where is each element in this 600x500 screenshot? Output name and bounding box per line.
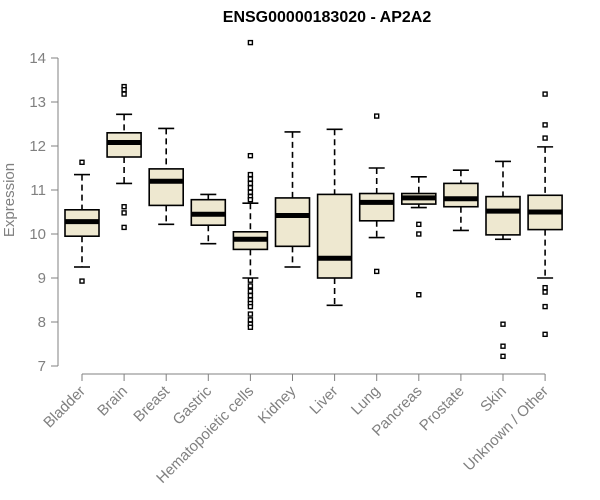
box-pancreas <box>400 176 437 298</box>
outlier-point <box>542 135 548 141</box>
iqr-box <box>358 192 395 222</box>
outlier-point <box>542 91 548 97</box>
outlier-point <box>247 303 254 310</box>
box-bladder <box>64 159 100 284</box>
outlier-point <box>416 292 422 298</box>
outlier-point <box>374 268 380 275</box>
outlier-point <box>247 180 254 187</box>
outlier-point <box>121 224 127 231</box>
x-tick-label: Kidney <box>255 382 300 427</box>
outlier-point <box>542 122 548 128</box>
outlier-point <box>500 353 506 360</box>
iqr-box <box>443 182 479 208</box>
x-tick-label: Breast <box>130 382 173 425</box>
x-tick-label: Lung <box>348 383 384 419</box>
x-tick-label: Brain <box>94 383 131 420</box>
outlier-point <box>542 289 548 295</box>
outlier-point <box>121 210 127 216</box>
x-tick-label: Skin <box>477 383 510 416</box>
outlier-point <box>500 343 506 349</box>
box-skin <box>485 160 521 360</box>
outlier-point <box>374 113 380 119</box>
x-tick-label: Prostate <box>416 383 468 435</box>
iqr-box <box>148 168 184 207</box>
box-kidney <box>274 131 311 268</box>
outlier-point <box>247 324 254 330</box>
outlier-point <box>247 185 254 191</box>
outlier-point <box>247 277 254 283</box>
iqr-box <box>316 193 353 279</box>
boxes <box>64 39 563 360</box>
box-unknown-other <box>527 91 563 338</box>
outlier-point <box>500 321 506 327</box>
box-liver <box>316 128 353 307</box>
outlier-point <box>121 86 127 93</box>
box-hematopoietic-cells <box>232 39 269 330</box>
y-tick-label: 9 <box>38 270 46 287</box>
x-tick-label: Liver <box>306 383 341 418</box>
outlier-point <box>416 221 422 228</box>
y-tick-label: 7 <box>38 358 46 375</box>
outlier-point <box>416 231 422 237</box>
outlier-point <box>121 204 127 210</box>
y-tick-label: 8 <box>38 314 46 331</box>
outlier-point <box>247 283 254 289</box>
outlier-point <box>247 288 254 294</box>
outlier-point <box>247 292 254 299</box>
outlier-point <box>542 331 548 338</box>
box-prostate <box>443 169 479 232</box>
outlier-point <box>247 171 254 178</box>
outlier-point <box>542 284 548 291</box>
y-tick-label: 10 <box>29 226 46 243</box>
outlier-point <box>121 91 127 97</box>
chart-title: ENSG00000183020 - AP2A2 <box>223 9 432 26</box>
y-tick-label: 14 <box>29 50 46 67</box>
outlier-point <box>247 311 254 317</box>
y-axis-label: Expression <box>1 163 18 237</box>
outlier-point <box>79 278 85 284</box>
outlier-point <box>79 159 85 165</box>
box-lung <box>358 113 395 275</box>
outlier-point <box>247 176 254 182</box>
box-brain <box>106 83 142 231</box>
iqr-box <box>274 197 311 248</box>
outlier-point <box>247 152 254 159</box>
x-tick-label: Bladder <box>40 383 89 432</box>
box-breast <box>148 127 184 226</box>
box-gastric <box>190 193 227 245</box>
y-tick-label: 12 <box>29 138 46 155</box>
y-tick-label: 11 <box>30 182 46 199</box>
outlier-point <box>247 39 254 46</box>
outlier-point <box>247 196 254 203</box>
outlier-point <box>247 189 254 195</box>
outlier-point <box>247 317 254 323</box>
y-tick-label: 13 <box>29 94 46 111</box>
iqr-box <box>485 195 521 236</box>
outlier-point <box>542 303 548 310</box>
